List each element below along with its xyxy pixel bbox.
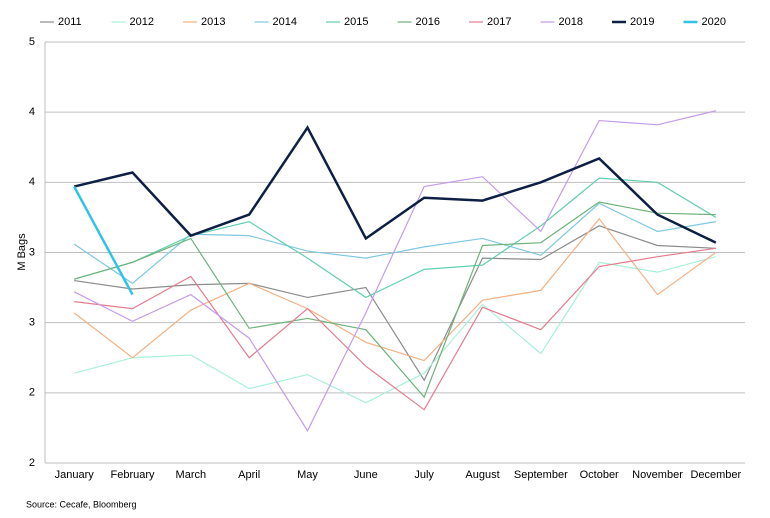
legend-label: 2016: [416, 16, 440, 28]
series-line: [74, 247, 716, 411]
legend-label: 2019: [630, 16, 654, 28]
series-line: [73, 125, 717, 244]
y-axis-label: M Bags: [16, 233, 28, 271]
y-tick-label: 2: [29, 457, 35, 469]
y-tick-label: 2: [29, 387, 35, 399]
source-note: Source: Cecafe, Bloomberg: [26, 499, 137, 509]
series-line: [73, 185, 134, 296]
x-tick-label: February: [110, 469, 155, 481]
legend-label: 2014: [273, 16, 297, 28]
x-tick-label: May: [297, 469, 318, 481]
x-tick-label: March: [176, 469, 207, 481]
legend-label: 2015: [344, 16, 368, 28]
y-tick-label: 4: [29, 106, 35, 118]
x-tick-label: June: [354, 469, 378, 481]
x-tick-label: November: [632, 469, 683, 481]
y-tick-label: 5: [29, 36, 35, 48]
legend-label: 2018: [559, 16, 583, 28]
series-line: [74, 177, 717, 299]
series-line: [74, 225, 716, 382]
x-tick-label: December: [690, 469, 741, 481]
legend-label: 2020: [702, 16, 726, 28]
series-line: [74, 201, 716, 399]
series-line: [74, 256, 716, 404]
y-tick-label: 4: [29, 176, 35, 188]
x-tick-label: July: [414, 469, 434, 481]
y-tick-label: 3: [29, 246, 35, 258]
x-tick-label: August: [465, 469, 499, 481]
x-tick-label: January: [55, 469, 95, 481]
legend-label: 2012: [130, 16, 154, 28]
series-line: [73, 110, 716, 432]
series-line: [73, 217, 717, 362]
legend-label: 2017: [487, 16, 511, 28]
x-tick-label: September: [514, 469, 568, 481]
legend-label: 2013: [201, 16, 225, 28]
x-tick-label: October: [580, 469, 619, 481]
y-tick-label: 3: [29, 317, 35, 329]
x-tick-label: April: [238, 469, 260, 481]
legend-label: 2011: [58, 16, 82, 28]
